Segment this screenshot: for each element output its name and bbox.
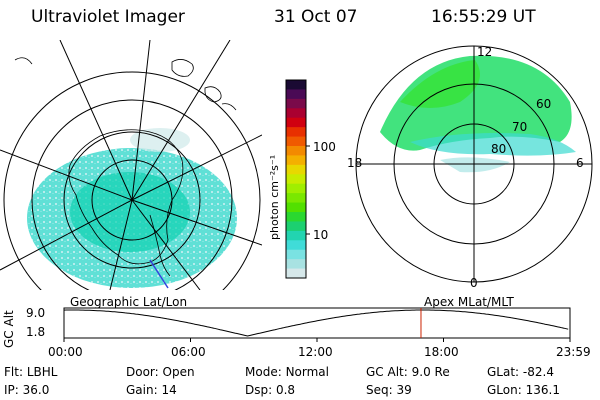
timeline-ticks bbox=[63, 338, 571, 342]
info-seq: Seq: 39 bbox=[366, 383, 412, 397]
colorbar-swatch bbox=[286, 127, 306, 138]
terminator-line bbox=[149, 259, 169, 289]
info-glat: GLat: -82.4 bbox=[487, 365, 554, 379]
info-flt: Flt: LBHL bbox=[4, 365, 58, 379]
mlt-label-6: 6 bbox=[576, 156, 584, 170]
colorbar-swatch bbox=[286, 80, 306, 91]
altitude-curve bbox=[63, 309, 569, 337]
colorbar-gradient bbox=[286, 80, 306, 279]
info-glon: GLon: 136.1 bbox=[487, 383, 560, 397]
colorbar-unit-label: photon cm⁻²s⁻¹ bbox=[268, 155, 281, 240]
info-mode: Mode: Normal bbox=[245, 365, 329, 379]
timeline-ytick-max: 9.0 bbox=[26, 306, 46, 320]
colorbar-swatch bbox=[286, 174, 306, 185]
aurora-patch bbox=[130, 128, 190, 152]
timeline-xtick-2: 12:00 bbox=[298, 345, 333, 359]
info-ip: IP: 36.0 bbox=[4, 383, 50, 397]
colorbar-swatch bbox=[286, 183, 306, 194]
mlat-label-80: 80 bbox=[491, 142, 507, 156]
colorbar-swatch bbox=[286, 259, 306, 270]
colorbar-swatch bbox=[286, 155, 306, 166]
colorbar-swatch bbox=[286, 146, 306, 157]
mlat-label-60: 60 bbox=[536, 97, 552, 111]
magnetic-polar-map bbox=[355, 45, 593, 283]
colorbar-swatch bbox=[286, 89, 306, 100]
geographic-caption: Geographic Lat/Lon bbox=[70, 295, 188, 309]
meridian-lines bbox=[0, 40, 262, 290]
altitude-timeline bbox=[63, 307, 571, 342]
info-gc-alt: GC Alt: 9.0 Re bbox=[366, 365, 450, 379]
colorbar-swatch bbox=[286, 164, 306, 175]
colorbar-ticks bbox=[306, 145, 310, 235]
colorbar-swatch bbox=[286, 98, 306, 109]
colorbar-swatch bbox=[286, 202, 306, 213]
aurora-core bbox=[70, 172, 190, 252]
timeline-xtick-0: 00:00 bbox=[48, 345, 83, 359]
colorbar-tick-10: 10 bbox=[313, 228, 329, 242]
info-dsp: Dsp: 0.8 bbox=[245, 383, 296, 397]
colorbar-swatch bbox=[286, 268, 306, 279]
colorbar-swatch bbox=[286, 230, 306, 241]
date-label: 31 Oct 07 bbox=[274, 7, 358, 27]
timeline-ytick-min: 1.8 bbox=[26, 325, 46, 339]
timeline-axis-label: GC Alt bbox=[2, 310, 16, 348]
colorbar-swatch bbox=[286, 212, 306, 223]
geographic-polar-map bbox=[0, 40, 262, 290]
colorbar-swatch bbox=[286, 193, 306, 204]
colorbar-swatch bbox=[286, 240, 306, 251]
colorbar-swatch bbox=[286, 249, 306, 260]
intensity-colorbar: photon cm⁻²s⁻¹ bbox=[268, 79, 310, 279]
colorbar-swatch bbox=[286, 108, 306, 119]
mlt-label-0: 0 bbox=[470, 276, 478, 290]
timeline-xtick-4: 23:59 bbox=[556, 345, 591, 359]
colorbar-swatch bbox=[286, 117, 306, 128]
colorbar-swatch bbox=[286, 136, 306, 147]
coastlines bbox=[14, 57, 237, 277]
instrument-title: Ultraviolet Imager bbox=[31, 7, 185, 27]
timeline-xtick-3: 18:00 bbox=[424, 345, 459, 359]
mlt-label-18: 18 bbox=[347, 156, 363, 170]
info-door: Door: Open bbox=[126, 365, 195, 379]
time-label: 16:55:29 UT bbox=[431, 7, 536, 27]
mlt-label-12: 12 bbox=[477, 45, 493, 59]
apex-caption: Apex MLat/MLT bbox=[424, 295, 514, 309]
info-gain: Gain: 14 bbox=[126, 383, 177, 397]
mlt-axes bbox=[356, 46, 592, 282]
mlat-label-70: 70 bbox=[512, 120, 528, 134]
timeline-xtick-1: 06:00 bbox=[171, 345, 206, 359]
colorbar-swatch bbox=[286, 221, 306, 232]
colorbar-tick-100: 100 bbox=[313, 140, 336, 154]
